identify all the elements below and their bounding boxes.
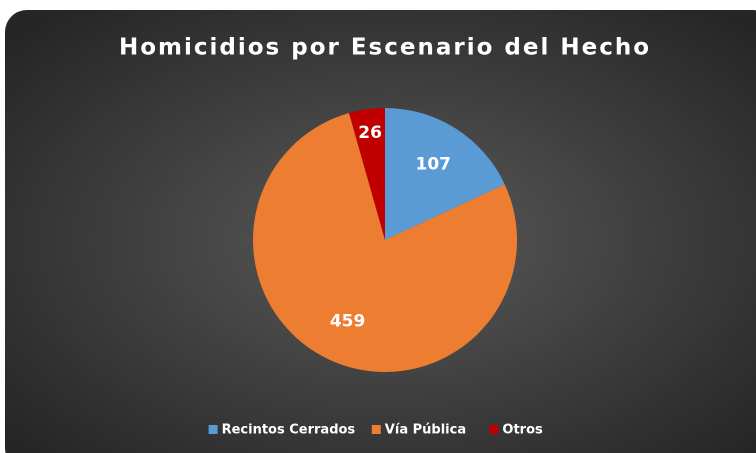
legend-swatch <box>489 425 499 434</box>
legend-swatch <box>208 425 218 434</box>
chart-title: Homicidios por Escenario del Hecho <box>119 35 651 61</box>
legend-label: Recintos Cerrados <box>222 423 356 438</box>
data-label: 107 <box>416 154 452 174</box>
pie-slice <box>253 112 518 372</box>
legend-label: Vía Pública <box>385 423 466 438</box>
data-label: 26 <box>358 123 382 143</box>
pie-slice <box>385 108 505 240</box>
pie: 107 459 26 <box>253 108 518 372</box>
data-label: 459 <box>330 312 366 332</box>
legend-label: Otros <box>502 423 543 438</box>
legend: Recintos Cerrados Vía Pública Otros <box>208 423 543 438</box>
pie-slice <box>349 108 385 240</box>
legend-swatch <box>371 425 381 434</box>
